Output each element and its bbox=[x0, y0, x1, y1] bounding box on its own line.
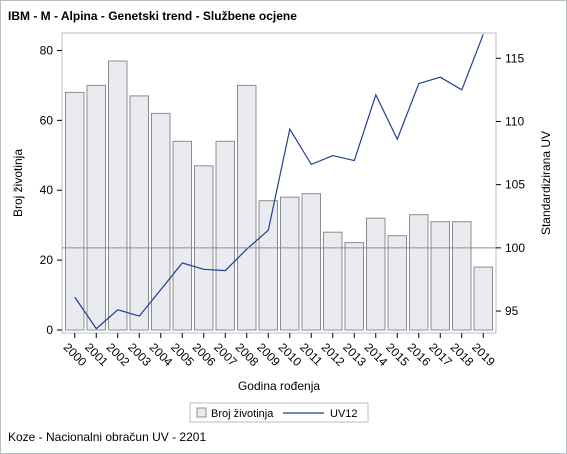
chart-title: IBM - M - Alpina - Genetski trend - Služ… bbox=[8, 9, 297, 23]
legend-bar-swatch bbox=[196, 407, 207, 418]
y-axis-label: Broj životinja bbox=[11, 149, 25, 217]
x-tick-label-2010: 2010 bbox=[276, 340, 305, 369]
y2-tick-label-95: 95 bbox=[505, 304, 519, 318]
y-tick-label-0: 0 bbox=[46, 323, 53, 337]
x-tick-label-2017: 2017 bbox=[426, 340, 455, 369]
x-tick-label-2007: 2007 bbox=[211, 340, 240, 369]
bar-2002 bbox=[108, 60, 128, 331]
uv12-line bbox=[74, 34, 484, 330]
bar-2015 bbox=[387, 235, 407, 331]
x-tick-label-2012: 2012 bbox=[319, 340, 348, 369]
y-tick-label-40: 40 bbox=[40, 183, 54, 197]
bar-2003 bbox=[129, 95, 149, 331]
y-tick-label-20: 20 bbox=[40, 253, 54, 267]
bar-2016 bbox=[409, 214, 429, 331]
bar-2010 bbox=[280, 196, 300, 331]
legend-line-label: UV12 bbox=[330, 408, 358, 420]
x-tick-label-2004: 2004 bbox=[147, 340, 176, 369]
x-tick-label-2000: 2000 bbox=[61, 340, 90, 369]
bar-2018 bbox=[452, 221, 472, 331]
x-tick-label-2001: 2001 bbox=[82, 340, 111, 369]
x-tick-label-2011: 2011 bbox=[297, 340, 325, 368]
y-tick-label-80: 80 bbox=[40, 43, 54, 57]
bar-2012 bbox=[323, 231, 343, 331]
x-tick-label-2013: 2013 bbox=[340, 340, 369, 369]
x-tick-label-2019: 2019 bbox=[469, 340, 498, 369]
bar-2019 bbox=[473, 266, 493, 331]
line-layer bbox=[74, 34, 484, 330]
x-axis-label: Godina rođenja bbox=[238, 379, 320, 393]
x-tick-label-2015: 2015 bbox=[383, 340, 412, 369]
legend: Broj životinja UV12 bbox=[189, 402, 369, 423]
x-tick-label-2002: 2002 bbox=[104, 340, 133, 369]
bar-2013 bbox=[344, 242, 364, 331]
bar-2007 bbox=[215, 140, 235, 331]
bar-2017 bbox=[430, 221, 450, 331]
x-tick-label-2009: 2009 bbox=[254, 340, 283, 369]
x-tick-label-2018: 2018 bbox=[448, 340, 477, 369]
bar-2001 bbox=[86, 84, 106, 331]
bars-layer bbox=[65, 60, 493, 331]
x-tick-label-2006: 2006 bbox=[190, 340, 219, 369]
y2-tick-label-115: 115 bbox=[505, 51, 524, 65]
bar-2005 bbox=[172, 140, 192, 331]
x-tick-label-2008: 2008 bbox=[233, 340, 262, 369]
legend-border bbox=[189, 402, 369, 423]
y2-axis-label: Standardizirana UV bbox=[539, 131, 553, 235]
x-tick-label-2016: 2016 bbox=[405, 340, 434, 369]
plot-area-frame bbox=[61, 32, 497, 334]
y2-tick-label-110: 110 bbox=[505, 114, 524, 128]
y2-tick-label-105: 105 bbox=[505, 178, 525, 192]
bar-2004 bbox=[151, 112, 171, 331]
bar-2011 bbox=[301, 193, 321, 331]
bar-2009 bbox=[258, 200, 278, 331]
x-tick-label-2003: 2003 bbox=[125, 340, 154, 369]
legend-bar-label: Broj životinja bbox=[211, 408, 274, 420]
bar-2000 bbox=[65, 91, 85, 331]
bar-2014 bbox=[366, 217, 386, 331]
x-tick-label-2005: 2005 bbox=[168, 340, 197, 369]
footnote: Koze - Nacionalni obračun UV - 2201 bbox=[8, 430, 207, 444]
bar-2008 bbox=[237, 84, 257, 331]
x-tick-label-2014: 2014 bbox=[362, 340, 391, 369]
y2-tick-label-100: 100 bbox=[505, 241, 525, 255]
y-tick-label-60: 60 bbox=[40, 113, 54, 127]
